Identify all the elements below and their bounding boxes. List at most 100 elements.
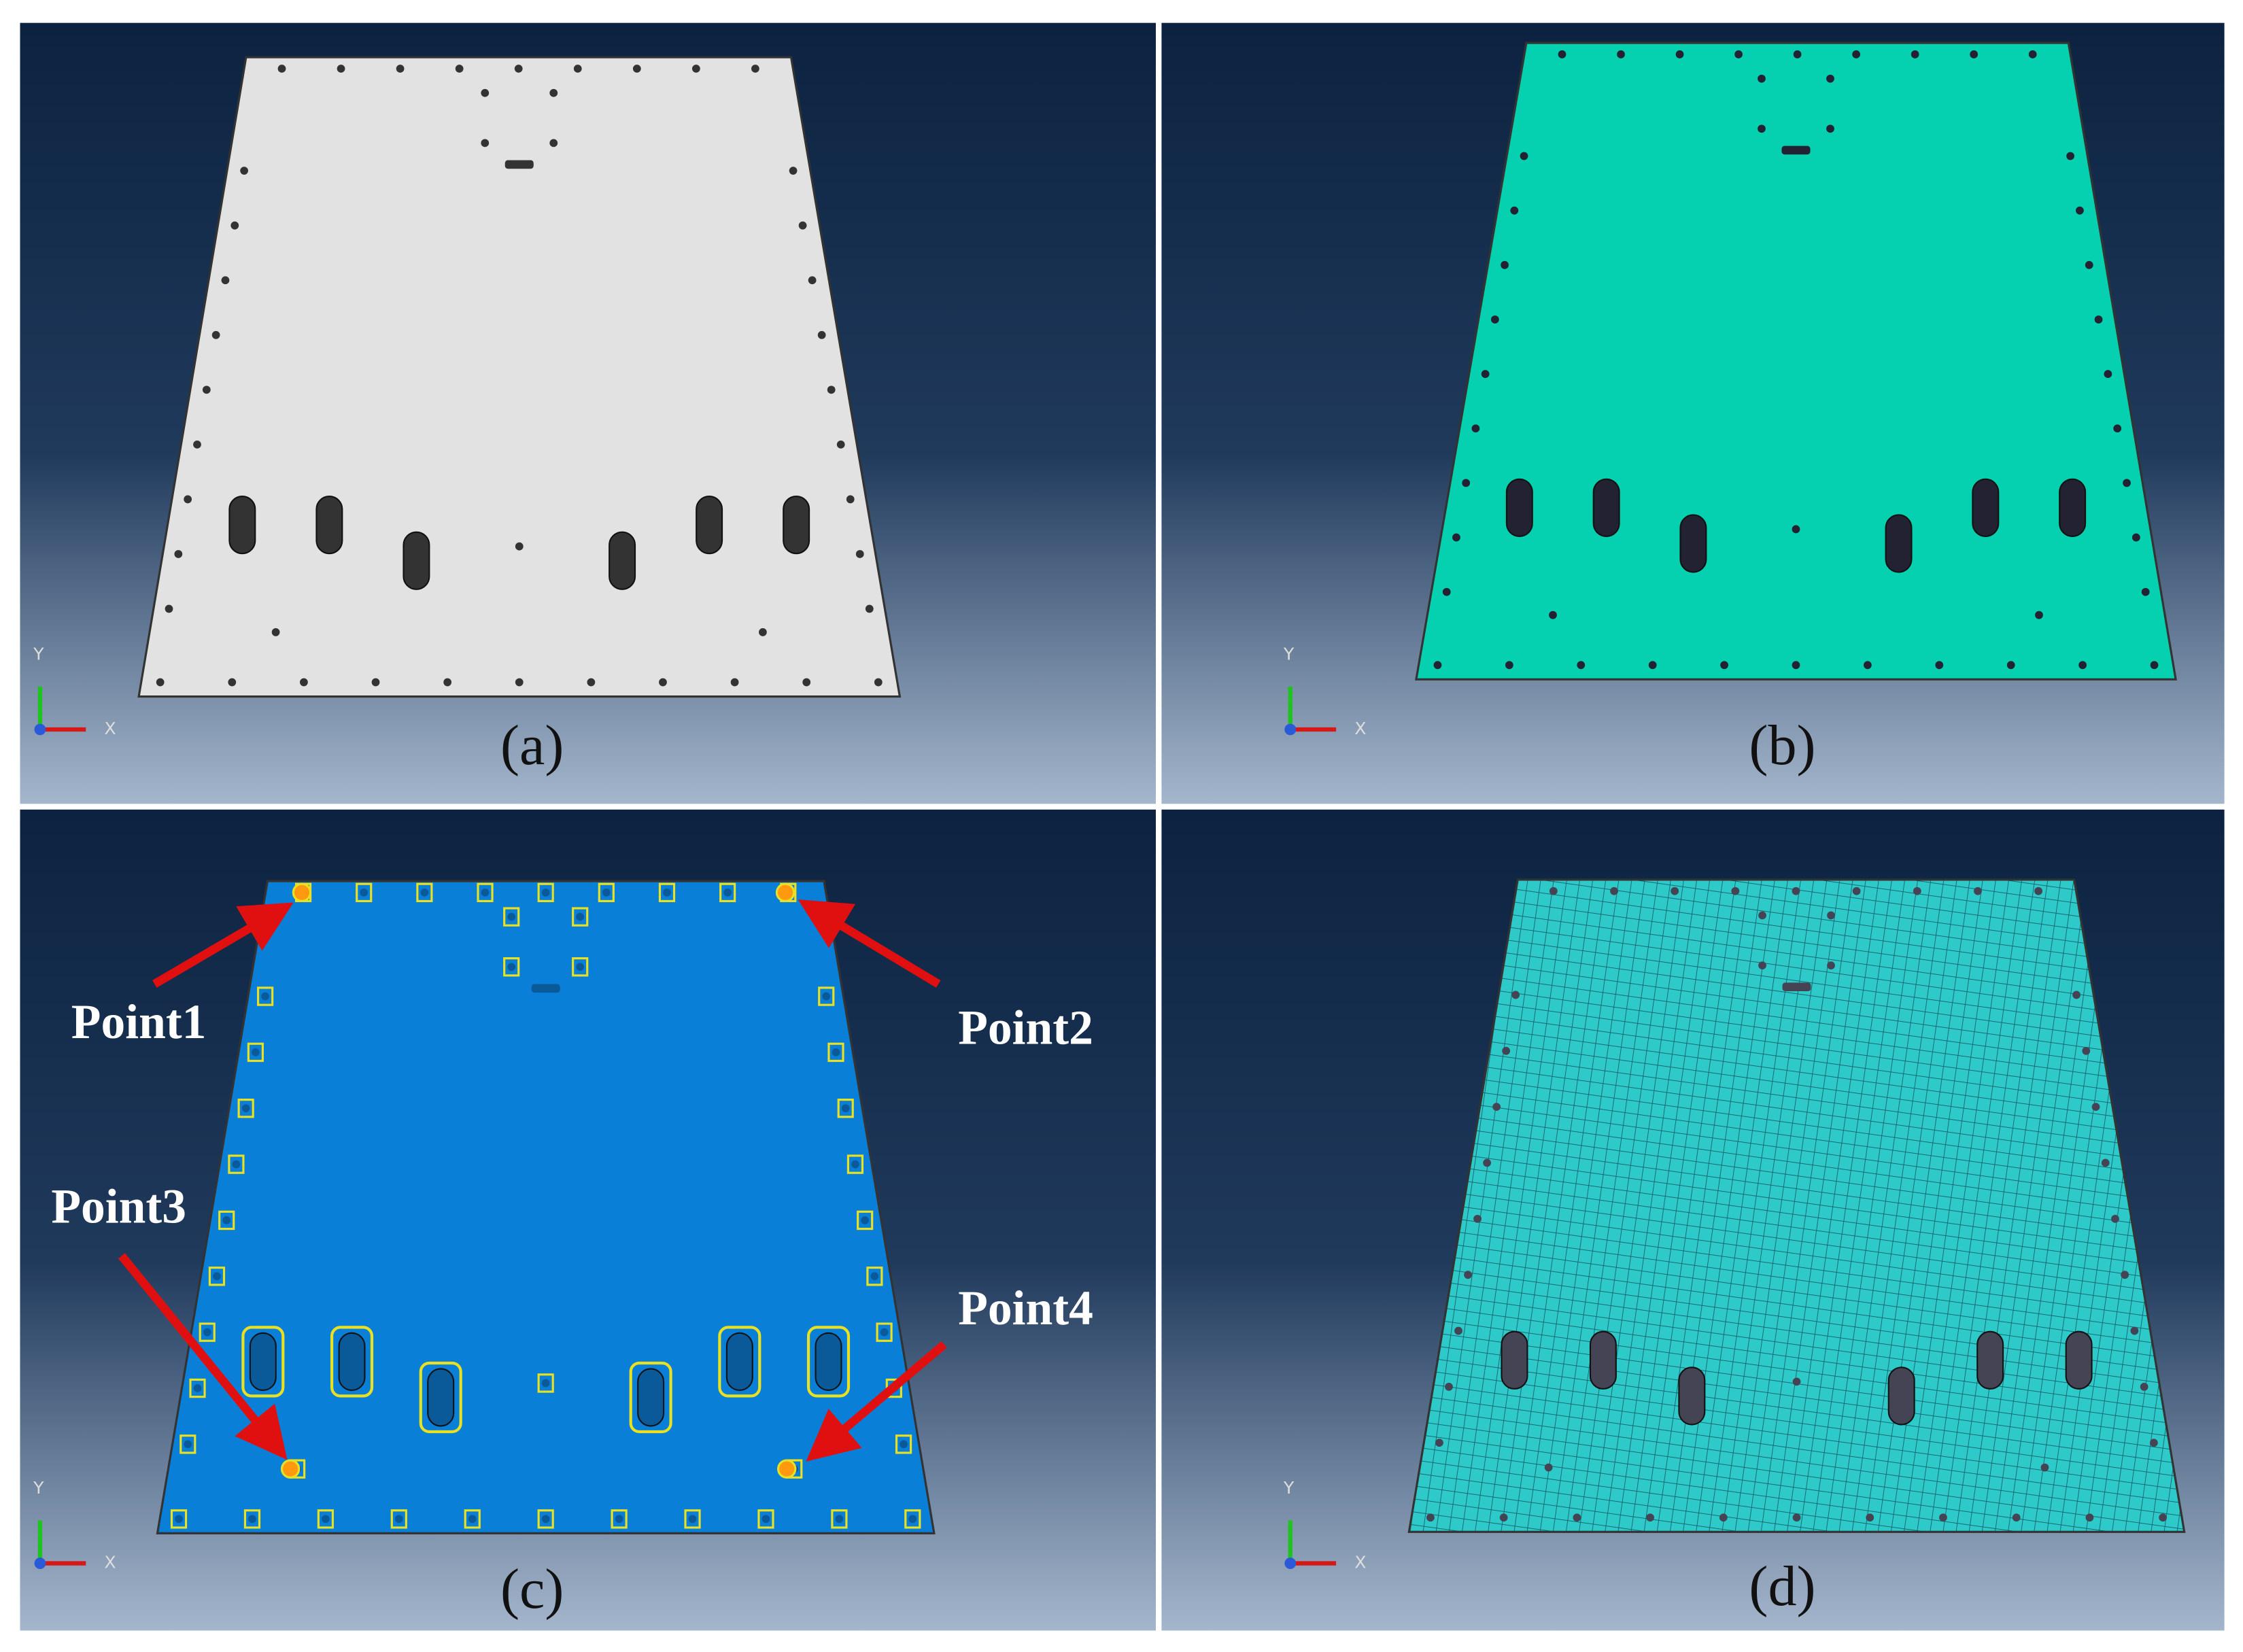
hole	[211, 330, 220, 339]
slot	[427, 1368, 455, 1427]
hole	[2141, 587, 2150, 596]
hole	[573, 65, 582, 73]
hole	[1558, 50, 1566, 58]
hole	[175, 1515, 183, 1524]
constraint-marker	[228, 1154, 245, 1174]
hole	[468, 1515, 477, 1524]
hole	[2082, 1046, 2091, 1055]
hole	[759, 628, 767, 636]
hole	[2006, 661, 2015, 670]
hole	[1511, 991, 1520, 999]
constraint-marker	[179, 1434, 196, 1454]
hole	[1720, 661, 1728, 670]
axis-label: Y	[1283, 1478, 1295, 1498]
constraint-marker	[572, 957, 589, 977]
hole	[2091, 1103, 2100, 1112]
hole	[874, 678, 883, 687]
hole	[1646, 1513, 1654, 1522]
hole	[174, 550, 183, 558]
hole	[1866, 1513, 1874, 1522]
hole	[1452, 533, 1460, 542]
hole	[455, 65, 464, 73]
hole	[1499, 1513, 1508, 1522]
hole	[2130, 1326, 2139, 1335]
hole	[2104, 370, 2112, 379]
hole	[1792, 661, 1800, 670]
hole	[2131, 533, 2140, 542]
constraint-marker	[846, 1154, 864, 1174]
hole	[761, 1515, 770, 1524]
labels: (a) (b) (c) (d) Point1 Point2 Point3 Poi…	[51, 714, 1815, 1621]
constraint-marker	[243, 1509, 261, 1529]
slot	[815, 1332, 842, 1392]
hole	[1462, 479, 1471, 487]
constraint-marker	[199, 1322, 216, 1342]
hole	[515, 678, 524, 687]
constraint-marker	[629, 1361, 672, 1434]
hole	[1471, 424, 1480, 433]
hole	[1852, 50, 1861, 58]
hole	[846, 495, 855, 504]
constraint-marker	[537, 1509, 554, 1529]
hole	[2113, 424, 2122, 433]
constraint-marker	[537, 1373, 554, 1393]
hole	[2111, 1214, 2119, 1223]
constraint-marker	[390, 1509, 407, 1529]
hole	[836, 440, 845, 449]
hole	[261, 992, 269, 1001]
hole	[514, 65, 523, 73]
constraint-marker	[818, 986, 835, 1006]
hole	[2040, 1463, 2049, 1472]
hole	[1473, 1214, 1482, 1223]
hole	[481, 88, 490, 97]
hole	[1675, 50, 1684, 58]
hole	[798, 221, 807, 230]
constraint-marker	[719, 882, 736, 903]
selected-point	[292, 882, 312, 903]
constraint-marker	[416, 882, 433, 903]
hole	[723, 888, 732, 897]
hole	[396, 65, 405, 73]
constraint-marker	[237, 1099, 254, 1118]
hole	[1549, 610, 1557, 619]
hole	[1492, 1103, 1501, 1112]
slot	[2065, 1330, 2093, 1390]
constraint-marker	[477, 882, 494, 903]
hole	[2159, 1513, 2168, 1522]
slot	[1505, 478, 1533, 538]
hole	[232, 1160, 241, 1169]
constraint-marker	[218, 1210, 235, 1231]
constraint-marker	[572, 907, 589, 927]
axis-origin	[1284, 1558, 1297, 1569]
axis-origin	[1284, 723, 1297, 736]
constraint-marker	[611, 1509, 628, 1529]
hole	[213, 1272, 221, 1281]
slot	[1781, 145, 1811, 155]
hole	[1501, 260, 1509, 269]
constraint-marker	[684, 1509, 701, 1529]
selected-point	[776, 1459, 797, 1479]
hole	[1852, 887, 1861, 895]
slot	[1976, 1330, 2004, 1390]
constraint-marker	[464, 1509, 481, 1529]
hole	[1510, 206, 1519, 215]
hole	[1454, 1326, 1462, 1335]
hole	[507, 963, 516, 971]
plate	[1415, 41, 2177, 681]
hole	[691, 65, 700, 73]
hole	[1502, 1046, 1511, 1055]
hole	[541, 888, 550, 897]
hole	[1758, 74, 1766, 83]
hole	[1671, 887, 1679, 895]
hole	[2028, 50, 2037, 58]
hole	[1483, 1158, 1492, 1167]
hole	[184, 495, 192, 504]
callout: Point2	[958, 1001, 1093, 1054]
slot	[403, 531, 430, 590]
constraint-marker	[257, 986, 274, 1006]
plate	[137, 56, 902, 698]
slot	[1972, 478, 2000, 538]
hole	[2101, 1158, 2110, 1167]
hole	[1939, 1513, 1947, 1522]
hole	[632, 65, 641, 73]
